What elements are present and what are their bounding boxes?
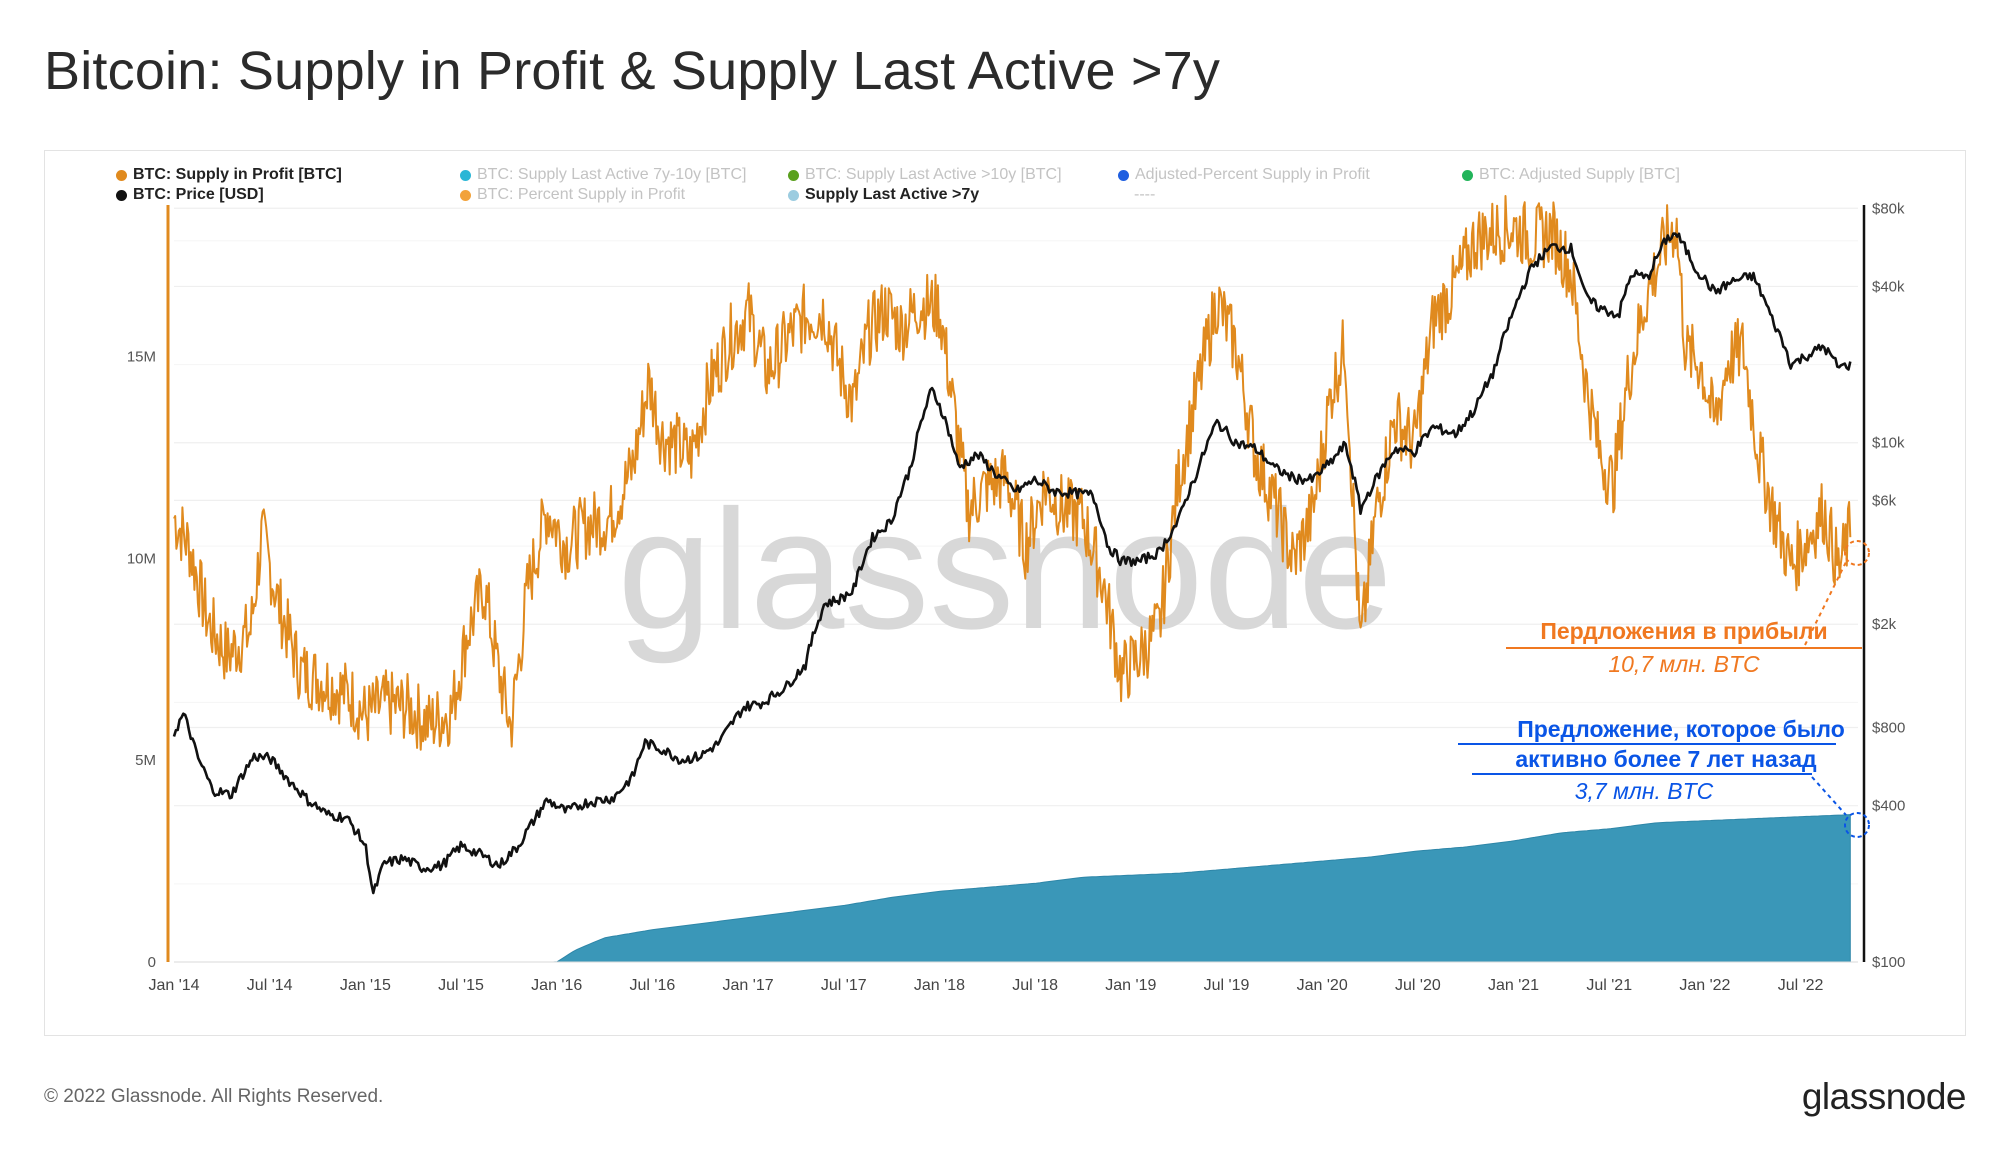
brand-logo: glassnode <box>1801 1076 1967 1117</box>
y-tick-label-right: $40k <box>1872 278 1905 295</box>
y-tick-label-left: 15M <box>127 348 156 365</box>
series-line-price <box>172 232 1852 895</box>
legend-label: BTC: Supply Last Active 7y-10y [BTC] <box>477 166 747 183</box>
legend-dot-icon <box>788 189 799 201</box>
x-tick-label: Jan '17 <box>723 977 774 994</box>
legend-label: BTC: Adjusted Supply [BTC] <box>1479 166 1680 183</box>
annotation-profit-value: 10,7 млн. BTC <box>1608 651 1760 677</box>
legend-label: BTC: Supply in Profit [BTC] <box>133 166 342 183</box>
annotation-profit-title: Пердложения в прибыли <box>1540 618 1827 644</box>
x-tick-label: Jul '22 <box>1778 977 1824 994</box>
area-layer <box>174 814 1851 963</box>
axes: 0 5M 10M 15M $100 $400 $800 $2k $6k $10k $40k $80k J… <box>127 200 1906 994</box>
series-line-supply-in-profit <box>173 195 1852 751</box>
legend-label: Supply Last Active >7y <box>805 186 980 203</box>
y-tick-label-left: 10M <box>127 550 156 567</box>
legend-label: ---- <box>1134 186 1156 203</box>
x-tick-label: Jul '21 <box>1586 977 1632 994</box>
legend-label: Adjusted-Percent Supply in Profit <box>1135 166 1370 183</box>
watermark: glassnode <box>617 475 1392 665</box>
y-tick-label-right: $100 <box>1872 954 1905 971</box>
x-tick-label: Jan '18 <box>914 977 965 994</box>
legend-item-placeholder: ---- <box>1134 186 1155 204</box>
x-tick-label: Jul '19 <box>1204 977 1250 994</box>
x-tick-label: Jan '15 <box>340 977 391 994</box>
x-tick-label: Jan '21 <box>1488 977 1539 994</box>
legend-dot-icon <box>460 169 471 181</box>
chart-title: Bitcoin: Supply in Profit & Supply Last … <box>44 41 1221 101</box>
legend-dot-icon <box>460 189 471 201</box>
legend-dot-icon <box>788 169 799 181</box>
line-layer <box>172 195 1852 895</box>
annotation-old-leader <box>1811 776 1847 816</box>
legend-item-adjusted-percent[interactable]: Adjusted-Percent Supply in Profit <box>1118 166 1370 184</box>
annotation-old-title-2: активно более 7 лет назад <box>1515 746 1817 772</box>
x-tick-label: Jul '16 <box>630 977 676 994</box>
legend-label: BTC: Price [USD] <box>133 186 264 203</box>
legend-label: BTC: Percent Supply in Profit <box>477 186 686 203</box>
x-tick-label: Jul '18 <box>1012 977 1058 994</box>
legend-item-supply-7y-10y[interactable]: BTC: Supply Last Active 7y-10y [BTC] <box>460 166 746 184</box>
y-tick-label-right: $80k <box>1872 200 1905 217</box>
y-tick-label-left: 0 <box>148 954 156 971</box>
annotation-old-title-1: Предложение, которое было <box>1517 716 1845 742</box>
legend-item-supply-in-profit[interactable]: BTC: Supply in Profit [BTC] <box>116 166 342 184</box>
annotation-old-value: 3,7 млн. BTC <box>1575 778 1714 804</box>
legend-dot-icon <box>1462 169 1473 181</box>
series-area-supply-7y <box>174 814 1851 963</box>
x-tick-label: Jul '15 <box>438 977 484 994</box>
x-tick-label: Jul '20 <box>1395 977 1441 994</box>
annotation-profit-marker <box>1844 540 1870 566</box>
x-tick-label: Jan '19 <box>1105 977 1156 994</box>
x-tick-label: Jan '22 <box>1679 977 1730 994</box>
y-tick-label-right: $2k <box>1872 616 1897 633</box>
x-tick-label: Jan '20 <box>1297 977 1348 994</box>
legend-dot-icon <box>116 189 127 201</box>
chart-frame <box>44 150 1966 1036</box>
copyright-footer: © 2022 Glassnode. All Rights Reserved. <box>44 1086 384 1107</box>
y-tick-label-left: 5M <box>135 752 156 769</box>
legend-item-price[interactable]: BTC: Price [USD] <box>116 186 264 204</box>
legend-item-adjusted-supply[interactable]: BTC: Adjusted Supply [BTC] <box>1462 166 1680 184</box>
legend: BTC: Supply in Profit [BTC] BTC: Supply … <box>44 150 1966 210</box>
x-tick-label: Jan '16 <box>531 977 582 994</box>
x-tick-label: Jul '17 <box>821 977 867 994</box>
legend-item-supply-last-active-7y[interactable]: Supply Last Active >7y <box>788 186 979 204</box>
legend-item-supply-10y[interactable]: BTC: Supply Last Active >10y [BTC] <box>788 166 1062 184</box>
y-tick-label-right: $800 <box>1872 720 1905 737</box>
legend-item-percent-supply[interactable]: BTC: Percent Supply in Profit <box>460 186 685 204</box>
y-tick-label-right: $6k <box>1872 492 1897 509</box>
legend-dot-icon <box>116 169 127 181</box>
x-tick-label: Jul '14 <box>247 977 293 994</box>
annotations: Пердложения в прибыли 10,7 млн. BTC Пред… <box>1458 540 1870 838</box>
annotation-old-marker <box>1844 812 1870 838</box>
legend-label: BTC: Supply Last Active >10y [BTC] <box>805 166 1062 183</box>
legend-dot-icon <box>1118 169 1129 181</box>
y-tick-label-right: $400 <box>1872 798 1905 815</box>
x-tick-label: Jan '14 <box>148 977 199 994</box>
y-tick-label-right: $10k <box>1872 435 1905 452</box>
